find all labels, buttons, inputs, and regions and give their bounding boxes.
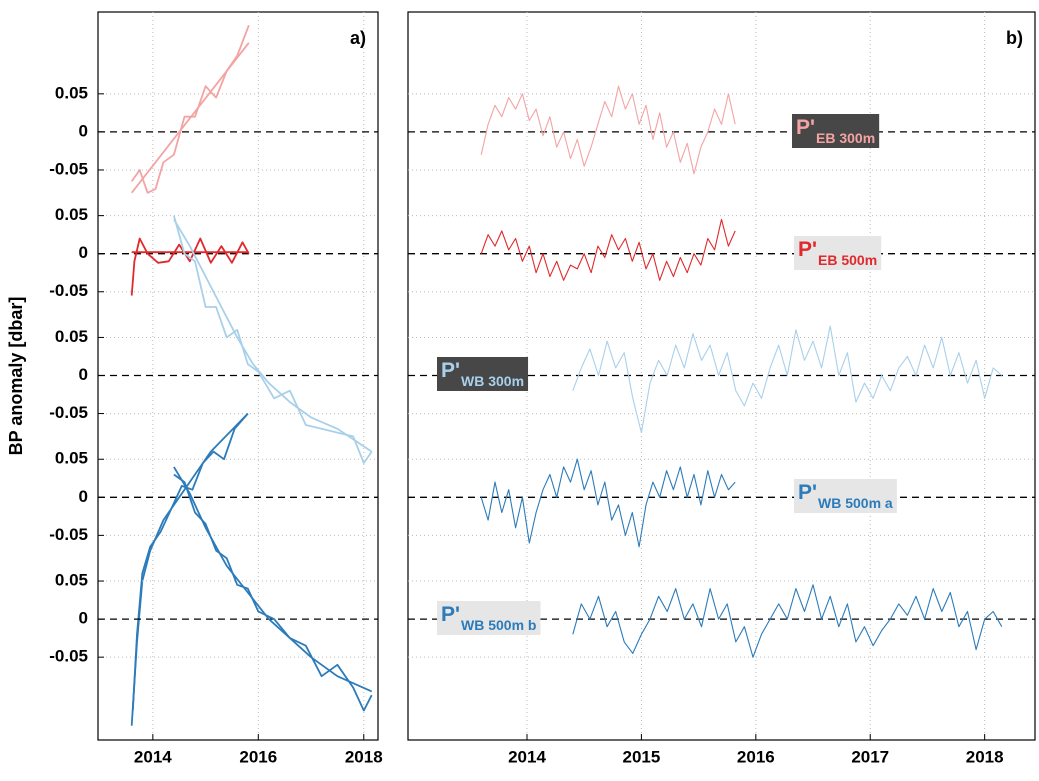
label-text: P'WB 500m b	[441, 603, 536, 633]
label-main: P'	[441, 359, 460, 382]
label-sub: EB 500m	[818, 252, 877, 268]
y-tick-label: -0.05	[49, 647, 88, 666]
label-text: P'WB 500m a	[798, 481, 893, 511]
label-text: P'WB 300m	[441, 359, 524, 389]
panel-label: b)	[1006, 28, 1023, 48]
label-box	[794, 479, 897, 513]
y-tick-label: 0.05	[55, 205, 88, 224]
fit-line	[131, 413, 249, 711]
x-tick-label: 2018	[345, 747, 383, 766]
x-tick-label: 2015	[622, 747, 660, 766]
label-sub: WB 500m b	[461, 617, 536, 633]
x-tick-label: 2017	[851, 747, 889, 766]
y-tick-label: -0.05	[49, 281, 88, 300]
x-tick-label: 2016	[239, 747, 277, 766]
series-label: P'EB 500m	[794, 236, 882, 270]
label-box	[794, 236, 882, 270]
y-tick-label: 0.05	[55, 327, 88, 346]
y-tick-label: 0.05	[55, 571, 88, 590]
series-line	[480, 218, 736, 281]
label-sub: WB 500m a	[818, 495, 893, 511]
fit-line	[173, 218, 373, 453]
y-tick-label: 0	[79, 487, 88, 506]
series-line	[572, 584, 1003, 658]
fit-line	[173, 473, 373, 712]
y-tick-label: 0.05	[55, 83, 88, 102]
label-main: P'	[798, 481, 817, 504]
label-main: P'	[798, 238, 817, 261]
y-tick-label: 0	[79, 365, 88, 384]
fit-line	[173, 215, 373, 464]
y-tick-label: -0.05	[49, 403, 88, 422]
series-line	[480, 458, 736, 548]
series-line	[480, 85, 736, 175]
label-box	[437, 601, 541, 635]
series-label: P'WB 300m	[437, 357, 529, 391]
x-tick-label: 2014	[134, 747, 172, 766]
x-tick-label: 2018	[966, 747, 1004, 766]
label-main: P'	[796, 116, 815, 139]
series-line	[572, 325, 1003, 434]
series-label: P'WB 500m b	[437, 601, 541, 635]
fit-line	[173, 466, 373, 693]
label-main: P'	[441, 603, 460, 626]
series-label: P'EB 300m	[792, 114, 880, 148]
x-tick-label: 2014	[508, 747, 546, 766]
y-tick-label: -0.05	[49, 525, 88, 544]
x-tick-label: 2016	[737, 747, 775, 766]
label-box	[437, 357, 529, 391]
label-sub: WB 300m	[461, 373, 524, 389]
label-text: P'EB 500m	[798, 238, 877, 268]
y-tick-label: -0.05	[49, 159, 88, 178]
y-tick-label: 0	[79, 243, 88, 262]
y-tick-label: 0.05	[55, 449, 88, 468]
panel-label: a)	[350, 28, 366, 48]
label-text: P'EB 300m	[796, 116, 875, 146]
y-tick-label: 0	[79, 609, 88, 628]
series-label: P'WB 500m a	[794, 479, 897, 513]
y-axis-label: BP anomaly [dbar]	[6, 297, 26, 456]
fit-line	[130, 24, 250, 194]
y-tick-label: 0	[79, 121, 88, 140]
label-sub: EB 300m	[816, 130, 875, 146]
label-box	[792, 114, 880, 148]
